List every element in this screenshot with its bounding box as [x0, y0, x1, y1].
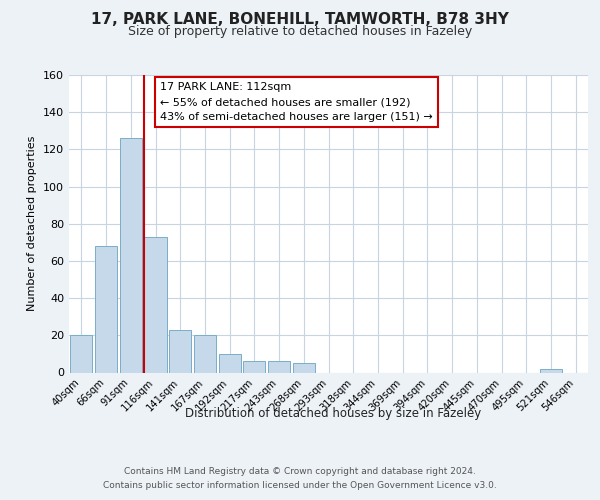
Bar [169, 330, 191, 372]
Bar [194, 336, 216, 372]
Bar [293, 363, 315, 372]
Text: 17 PARK LANE: 112sqm
← 55% of detached houses are smaller (192)
43% of semi-deta: 17 PARK LANE: 112sqm ← 55% of detached h… [160, 82, 433, 122]
Bar [268, 362, 290, 372]
Bar [119, 138, 142, 372]
Bar [243, 362, 265, 372]
Bar [540, 369, 562, 372]
Text: 17, PARK LANE, BONEHILL, TAMWORTH, B78 3HY: 17, PARK LANE, BONEHILL, TAMWORTH, B78 3… [91, 12, 509, 28]
Bar [70, 336, 92, 372]
Text: Contains HM Land Registry data © Crown copyright and database right 2024.
Contai: Contains HM Land Registry data © Crown c… [103, 468, 497, 489]
Bar [145, 237, 167, 372]
Bar [218, 354, 241, 372]
Text: Distribution of detached houses by size in Fazeley: Distribution of detached houses by size … [185, 408, 481, 420]
Y-axis label: Number of detached properties: Number of detached properties [28, 136, 37, 312]
Bar [95, 246, 117, 372]
Text: Size of property relative to detached houses in Fazeley: Size of property relative to detached ho… [128, 25, 472, 38]
